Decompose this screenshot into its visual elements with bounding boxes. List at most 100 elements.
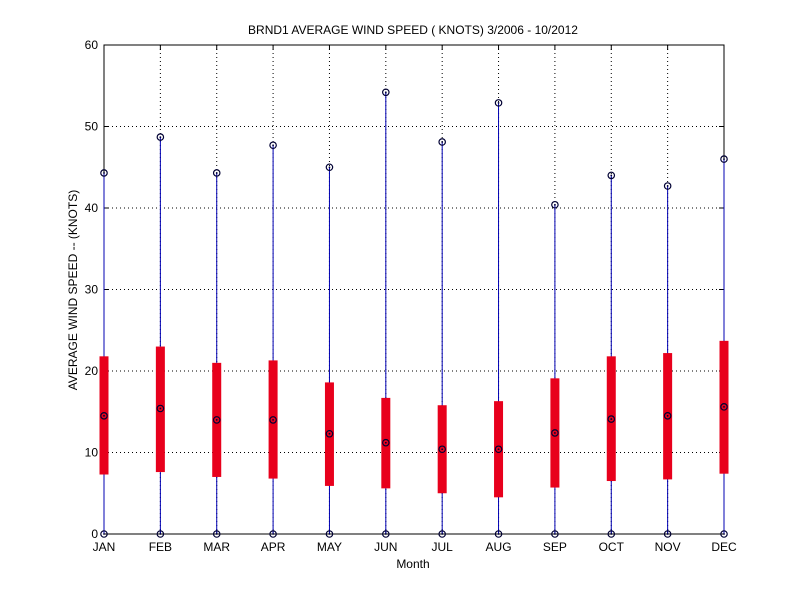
- box-group-jan: [99, 169, 109, 538]
- max-marker-dot: [272, 144, 274, 147]
- max-marker-dot: [610, 174, 613, 177]
- median-marker-dot: [666, 414, 669, 417]
- median-marker-dot: [328, 432, 331, 435]
- x-tick-label: JUL: [432, 540, 454, 554]
- min-marker-dot: [272, 533, 274, 535]
- x-tick-label: APR: [261, 540, 286, 554]
- chart-title: BRND1 AVERAGE WIND SPEED ( KNOTS) 3/2006…: [248, 23, 578, 37]
- max-marker: [212, 169, 221, 177]
- y-tick-label: 0: [91, 527, 98, 541]
- median-marker: [269, 416, 277, 424]
- min-marker-dot: [723, 533, 725, 535]
- max-marker: [551, 200, 559, 209]
- max-marker-dot: [103, 172, 105, 174]
- y-tick-label: 10: [85, 446, 99, 460]
- x-tick-label: DEC: [711, 540, 737, 554]
- box-group-mar: [212, 169, 222, 538]
- box-group-aug: [494, 99, 504, 538]
- min-marker-dot: [554, 533, 556, 535]
- min-marker-dot: [215, 533, 218, 535]
- min-marker: [382, 530, 390, 538]
- max-marker-dot: [159, 136, 162, 138]
- box-group-jul: [437, 138, 447, 538]
- max-marker-dot: [441, 141, 444, 143]
- y-tick-label: 60: [85, 38, 99, 52]
- median-marker-dot: [272, 419, 274, 421]
- max-marker: [269, 141, 277, 150]
- box-group-nov: [663, 182, 673, 538]
- median-marker-dot: [384, 441, 387, 444]
- max-marker-dot: [723, 158, 725, 161]
- max-marker: [325, 163, 334, 172]
- median-marker-dot: [723, 405, 725, 408]
- x-tick-label: SEP: [543, 540, 567, 554]
- box-group-dec: [719, 155, 729, 538]
- median-marker: [212, 416, 221, 424]
- min-marker: [663, 530, 672, 538]
- min-marker-dot: [666, 533, 669, 535]
- y-tick-label: 40: [85, 201, 99, 215]
- x-tick-label: NOV: [655, 540, 681, 554]
- median-marker: [607, 415, 616, 423]
- median-marker: [494, 445, 503, 454]
- median-marker: [325, 429, 334, 438]
- box-group-jun: [381, 88, 391, 538]
- max-marker: [438, 138, 446, 146]
- tick-labels: 0 10 20 30 40 50 60 JAN FEB MAR APR MAY JUN JUL AUG SEP…: [85, 38, 737, 554]
- max-marker-dot: [215, 172, 218, 174]
- max-marker-dot: [384, 91, 387, 94]
- min-marker: [325, 530, 334, 538]
- min-marker-dot: [497, 533, 500, 535]
- max-marker: [382, 88, 390, 97]
- max-marker-dot: [328, 166, 331, 169]
- min-marker: [212, 530, 221, 538]
- x-tick-label: OCT: [599, 540, 625, 554]
- median-marker: [663, 412, 672, 420]
- box-group-may: [324, 163, 334, 538]
- box-group-apr: [268, 141, 278, 538]
- x-tick-label: MAR: [203, 540, 230, 554]
- y-tick-label: 50: [85, 120, 99, 134]
- median-marker-dot: [554, 432, 556, 434]
- x-tick-label: JAN: [93, 540, 116, 554]
- plot-marks: [99, 88, 729, 538]
- min-marker-dot: [610, 533, 613, 535]
- max-marker: [663, 182, 672, 190]
- median-marker: [551, 429, 559, 437]
- min-marker: [156, 530, 165, 538]
- median-marker-dot: [441, 448, 444, 451]
- y-tick-label: 20: [85, 364, 99, 378]
- max-marker-dot: [666, 185, 669, 187]
- box-group-oct: [606, 171, 616, 538]
- y-tick-label: 30: [85, 283, 99, 297]
- max-marker-dot: [554, 203, 556, 206]
- box-group-sep: [550, 200, 560, 538]
- median-marker-dot: [215, 419, 218, 421]
- x-tick-label: JUN: [374, 540, 397, 554]
- x-tick-label: MAY: [317, 540, 342, 554]
- x-tick-label: AUG: [486, 540, 512, 554]
- y-axis-title: AVERAGE WIND SPEED -- (KNOTS): [66, 190, 80, 390]
- box-group-feb: [155, 133, 165, 538]
- min-marker-dot: [441, 533, 444, 535]
- median-marker-dot: [497, 448, 500, 451]
- min-marker: [100, 530, 108, 538]
- min-marker: [269, 530, 277, 538]
- median-marker-dot: [159, 407, 162, 410]
- median-marker: [382, 438, 390, 447]
- median-marker: [156, 404, 165, 413]
- min-marker-dot: [103, 533, 105, 535]
- min-marker-dot: [159, 533, 162, 535]
- min-marker: [494, 530, 503, 538]
- min-marker: [720, 530, 728, 538]
- min-marker-dot: [384, 533, 387, 535]
- x-axis-title: Month: [396, 557, 429, 571]
- max-marker: [607, 171, 616, 180]
- max-marker: [720, 155, 728, 163]
- min-marker: [438, 530, 446, 538]
- max-marker: [156, 133, 165, 141]
- min-marker: [551, 530, 559, 538]
- max-marker: [494, 99, 503, 107]
- max-marker: [100, 169, 108, 177]
